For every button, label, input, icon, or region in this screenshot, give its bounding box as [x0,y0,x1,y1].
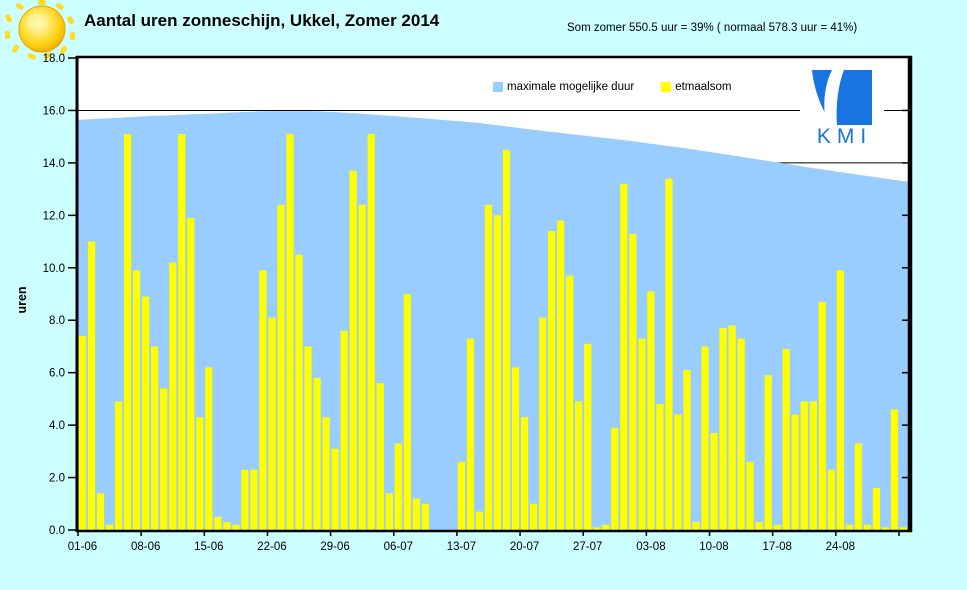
x-axis: 01-06 08-06 15-06 22-06 29-06 06-07 13-07 20-07… [68,530,900,553]
svg-text:24-08: 24-08 [826,541,855,553]
summary-text: Som zomer 550.5 uur = 39% ( normaal 578.… [567,22,858,34]
y-axis-title: uren [15,286,29,313]
svg-text:18.0: 18.0 [43,53,65,65]
chart-legend: maximale mogelijke duur etmaalsom [493,81,731,93]
svg-text:08-06: 08-06 [131,541,160,553]
svg-text:10-08: 10-08 [699,541,728,553]
svg-text:06-07: 06-07 [384,541,413,553]
legend-item-max-duration: maximale mogelijke duur [493,81,634,93]
svg-text:12.0: 12.0 [43,210,65,222]
svg-text:0.0: 0.0 [49,525,65,537]
svg-text:8.0: 8.0 [49,315,65,327]
bar-series-etmaalsom [78,134,908,531]
svg-text:29-06: 29-06 [320,541,349,553]
kmi-logo-glyph-icon [812,70,872,125]
svg-text:17-08: 17-08 [762,541,791,553]
svg-text:6.0: 6.0 [49,368,65,380]
svg-text:2.0: 2.0 [49,473,65,485]
page-title: Aantal uren zonneschijn, Ukkel, Zomer 20… [84,11,440,30]
y-axis: 0.0 2.0 4.0 6.0 8.0 10.0 12.0 14.0 16.0 18.0 [43,53,908,537]
svg-text:20-07: 20-07 [510,541,539,553]
svg-text:10.0: 10.0 [43,263,65,275]
svg-text:4.0: 4.0 [49,420,65,432]
legend-item-etmaalsom: etmaalsom [661,81,731,93]
bar-series-swatch-icon [661,82,672,92]
svg-text:16.0: 16.0 [43,105,65,117]
area-series-swatch-icon [493,82,503,92]
svg-text:15-06: 15-06 [194,541,223,553]
plot-border [75,55,913,533]
kmi-logo-text: KMI [816,125,873,148]
kmi-logo: KMI [800,66,884,152]
sun-icon [5,0,75,60]
svg-text:13-07: 13-07 [447,541,476,553]
svg-text:14.0: 14.0 [43,158,65,170]
svg-text:03-08: 03-08 [636,541,665,553]
legend-label-max-duration: maximale mogelijke duur [507,81,635,93]
svg-text:22-06: 22-06 [257,541,286,553]
svg-text:01-06: 01-06 [68,541,97,553]
svg-text:27-07: 27-07 [573,541,602,553]
area-series-max-duration [78,111,908,530]
legend-label-etmaalsom: etmaalsom [675,81,732,93]
